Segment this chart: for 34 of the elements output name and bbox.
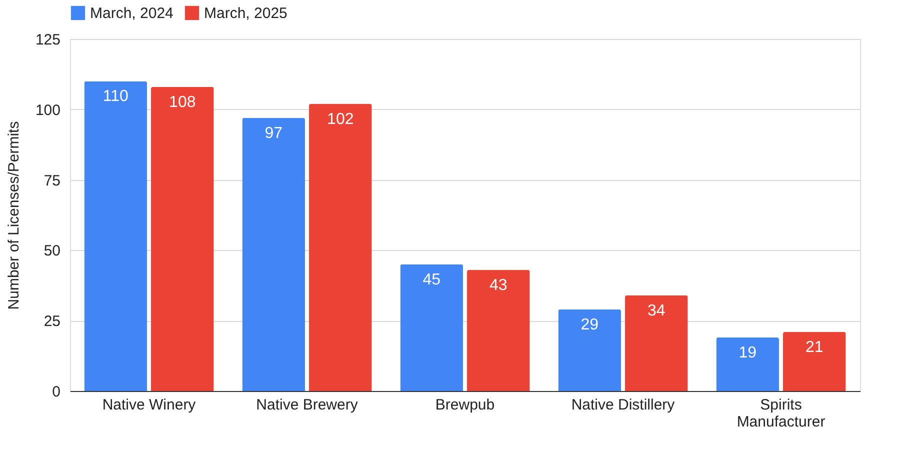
- data-label: 21: [805, 338, 824, 356]
- y-tick-label: 75: [44, 172, 60, 190]
- y-tick-label: 0: [52, 384, 60, 400]
- bar: [400, 264, 463, 391]
- data-label: 29: [580, 316, 599, 334]
- bar: [467, 270, 530, 391]
- legend-label: March, 2024: [90, 5, 174, 22]
- x-tick-label: Native Winery: [102, 396, 196, 414]
- bar: [242, 118, 305, 391]
- data-label: 19: [738, 344, 757, 362]
- data-label: 45: [422, 271, 441, 288]
- data-label: 34: [647, 302, 666, 320]
- bar: [716, 337, 779, 391]
- data-label: 43: [489, 276, 508, 294]
- bar: [558, 309, 621, 391]
- bar: [84, 81, 147, 391]
- bar: [625, 295, 688, 391]
- x-tick-label: Brewpub: [435, 396, 495, 414]
- legend-label: March, 2025: [204, 5, 288, 22]
- x-tick-label: Spirits Manufacturer: [736, 396, 826, 430]
- x-tick-label: Native Brewery: [256, 396, 358, 414]
- y-axis-title: Number of Licenses/Permits: [5, 121, 22, 310]
- x-tick-label: Native Distillery: [571, 396, 676, 414]
- y-tick-label: 25: [44, 313, 60, 330]
- bar: [309, 104, 372, 391]
- data-label: 108: [169, 94, 196, 111]
- bar: [783, 332, 846, 391]
- data-label: 97: [264, 124, 283, 142]
- data-label: 110: [102, 88, 128, 106]
- y-tick-label: 50: [44, 242, 60, 260]
- y-tick-label: 125: [35, 32, 60, 48]
- y-tick-label: 100: [35, 102, 60, 119]
- data-label: 102: [327, 110, 354, 128]
- bar: [151, 86, 214, 391]
